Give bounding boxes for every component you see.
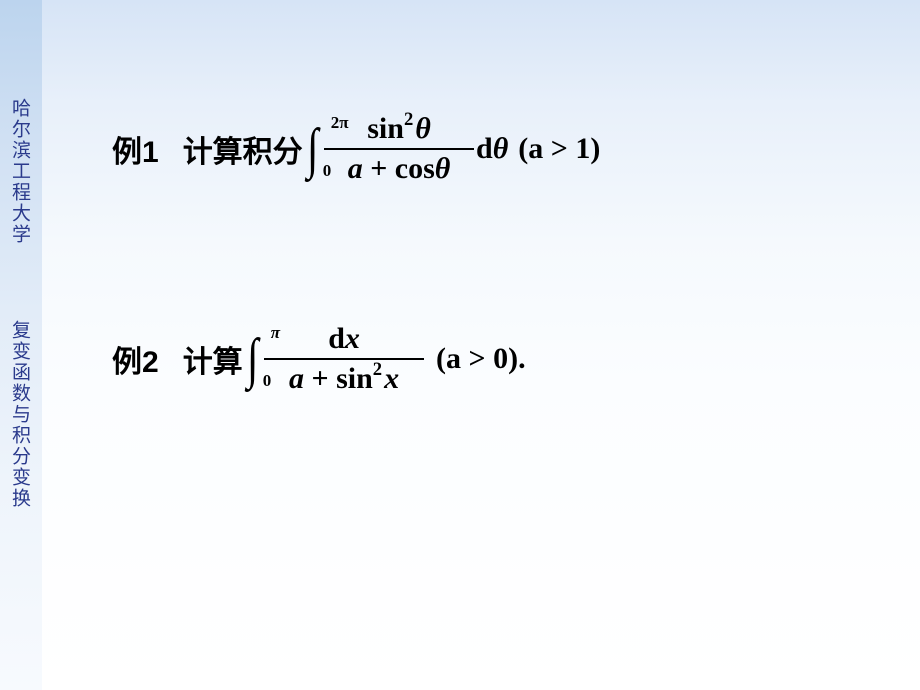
fraction-2-numerator: dx bbox=[322, 320, 366, 358]
example-1-prompt: 计算积分 bbox=[183, 127, 303, 171]
sidebar: 哈尔滨工程大学 复变函数与积分变换 bbox=[0, 0, 42, 690]
fraction-1-numerator: sin2θ bbox=[361, 110, 437, 148]
integral-1-upper: 2π bbox=[331, 113, 349, 133]
example-1-label: 例1 bbox=[112, 127, 159, 171]
example-2-label: 例2 bbox=[112, 337, 159, 381]
integral-2-upper: π bbox=[271, 323, 280, 343]
integral-sign-1: ∫ 2π 0 bbox=[305, 121, 320, 177]
sidebar-university: 哈尔滨工程大学 bbox=[10, 98, 29, 245]
integral-1-lower: 0 bbox=[323, 161, 332, 181]
fraction-2: dx a + sin2x bbox=[264, 320, 424, 397]
condition-1: (a > 1) bbox=[518, 132, 600, 166]
slide-content: 例1 计算积分 ∫ 2π 0 sin2θ a + cosθ dθ bbox=[42, 0, 920, 690]
example-2-prompt: 计算 bbox=[183, 337, 243, 381]
fraction-1-denominator: a + cosθ bbox=[342, 150, 457, 188]
sidebar-course: 复变函数与积分变换 bbox=[10, 320, 29, 509]
fraction-2-denominator: a + sin2x bbox=[283, 360, 405, 398]
example-2: 例2 计算 ∫ π 0 dx a + sin2x (a > 0). bbox=[112, 320, 526, 397]
differential-1: dθ bbox=[476, 132, 508, 166]
integral-2-lower: 0 bbox=[263, 371, 272, 391]
integral-sign-2: ∫ π 0 bbox=[245, 331, 260, 387]
example-1: 例1 计算积分 ∫ 2π 0 sin2θ a + cosθ dθ bbox=[112, 110, 600, 187]
condition-2: (a > 0). bbox=[436, 342, 526, 376]
